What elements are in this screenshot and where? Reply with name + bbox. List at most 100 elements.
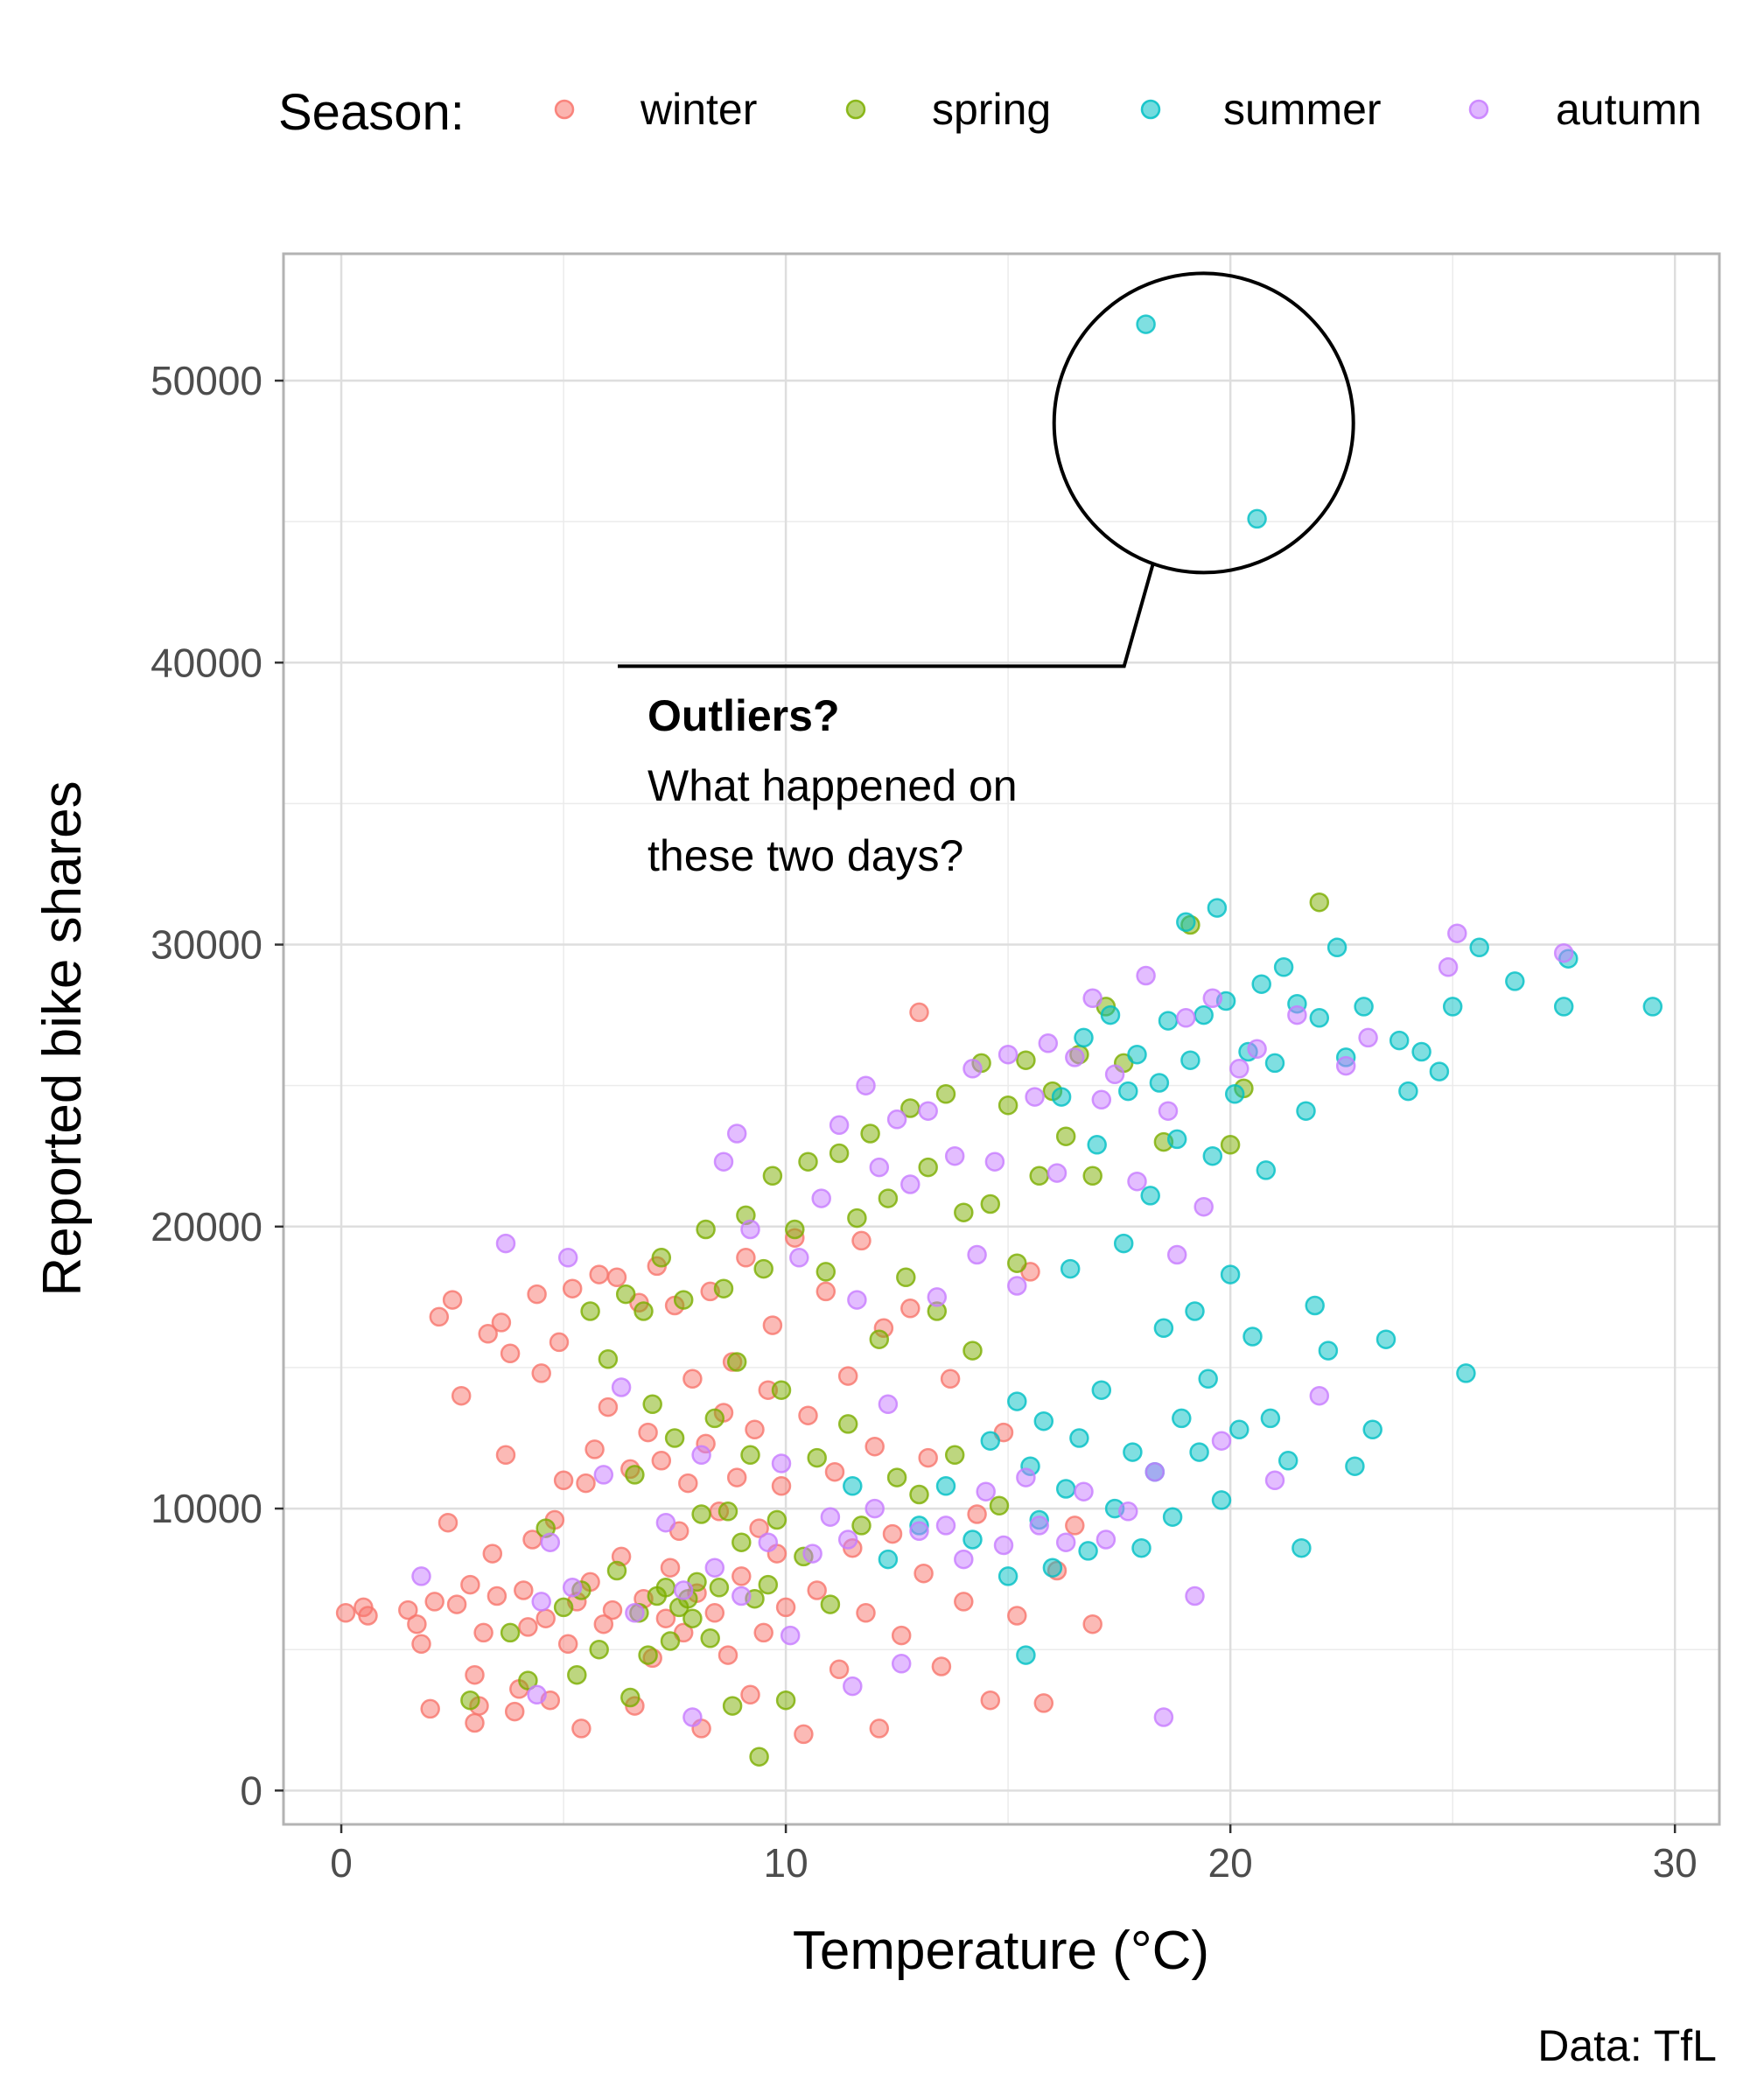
point-winter [762,1315,783,1335]
point-autumn [1136,965,1156,986]
point-summer [1042,1558,1063,1578]
point-winter [745,1419,765,1440]
annotation-leader-line [618,563,1155,668]
point-winter [736,1248,756,1268]
point-spring [625,1465,645,1485]
point-autumn [726,1124,747,1144]
outlier-annotation: Outliers? What happened on these two day… [618,271,1355,880]
point-winter [914,1563,934,1584]
point-winter [954,1592,974,1612]
point-winter [771,1476,792,1496]
point-winter [571,1718,592,1739]
point-winter [536,1608,556,1628]
annotation-title: Outliers? [648,691,839,740]
point-spring [606,1560,627,1581]
annotation-line-1: What happened on [648,761,1018,810]
point-winter [1065,1516,1085,1536]
point-spring [580,1301,600,1321]
point-summer [1153,1318,1174,1339]
point-spring [935,1084,956,1104]
point-summer [1264,1053,1285,1074]
point-summer [935,1476,956,1496]
point-winter [775,1597,796,1618]
point-spring [518,1670,538,1690]
point-spring [732,1532,752,1552]
point-summer [1469,937,1489,958]
point-autumn [1091,1089,1112,1110]
y-axis-title: Reported bike shares [32,780,93,1296]
point-autumn [562,1578,583,1598]
point-winter [864,1436,885,1457]
point-spring [553,1597,574,1618]
point-winter [514,1580,534,1600]
point-spring [798,1152,818,1172]
point-summer [1251,974,1271,994]
x-tick-label: 20 [1208,1840,1253,1886]
point-summer [1242,1326,1263,1347]
point-spring [709,1578,730,1598]
point-summer [1456,1363,1476,1383]
point-spring [704,1408,725,1429]
point-winter [557,1634,578,1655]
point-autumn [713,1152,734,1172]
point-spring [771,1380,792,1400]
point-summer [1345,1456,1365,1476]
point-summer [962,1530,983,1550]
annotation-line-2: these two days? [648,831,963,880]
point-spring [682,1608,703,1628]
point-autumn [1025,1087,1045,1107]
point-summer [1060,1258,1081,1279]
point-autumn [1104,1064,1125,1085]
point-winter [576,1473,596,1494]
point-autumn [837,1530,858,1550]
point-autumn [1007,1276,1027,1296]
point-spring [775,1690,796,1711]
point-autumn [843,1676,863,1697]
point-winter [478,1324,498,1344]
point-winter [482,1544,503,1564]
point-summer [998,1566,1018,1586]
point-autumn [732,1586,752,1606]
point-winter [407,1614,427,1634]
point-winter [420,1698,440,1719]
point-spring [869,1329,890,1349]
point-spring [696,1219,716,1240]
y-axis: 0 10000 20000 30000 40000 50000 [150,358,284,1813]
point-autumn [1202,988,1223,1009]
point-spring [589,1639,609,1660]
point-summer [1505,971,1525,991]
point-spring [753,1258,774,1279]
point-spring [785,1219,805,1240]
point-spring [691,1504,711,1524]
point-spring [700,1628,720,1648]
legend: Season: winter spring summer autumn [278,84,1702,141]
point-autumn [1287,1004,1307,1026]
point-winter [704,1603,725,1623]
point-spring [878,1188,899,1208]
point-autumn [1065,1047,1085,1068]
point-spring [980,1194,1001,1214]
point-autumn [900,1174,920,1194]
point-summer [878,1549,899,1570]
point-winter [918,1447,938,1468]
point-summer [1033,1410,1054,1432]
point-summer [1305,1295,1325,1316]
point-autumn [1229,1059,1250,1079]
point-summer [1198,1368,1218,1390]
point-winter [931,1656,952,1676]
point-summer [1172,1408,1192,1429]
point-autumn [1553,942,1574,963]
point-winter [882,1523,903,1544]
point-summer [1642,997,1663,1017]
point-spring [944,1445,965,1466]
point-autumn [1046,1163,1068,1183]
point-autumn [984,1152,1005,1172]
point-summer [1113,1233,1134,1254]
point-spring [886,1467,907,1488]
point-winter [829,1659,850,1680]
point-summer [1176,912,1196,933]
point-autumn [704,1558,725,1578]
y-tick-label: 20000 [150,1204,262,1250]
point-autumn [540,1532,561,1552]
